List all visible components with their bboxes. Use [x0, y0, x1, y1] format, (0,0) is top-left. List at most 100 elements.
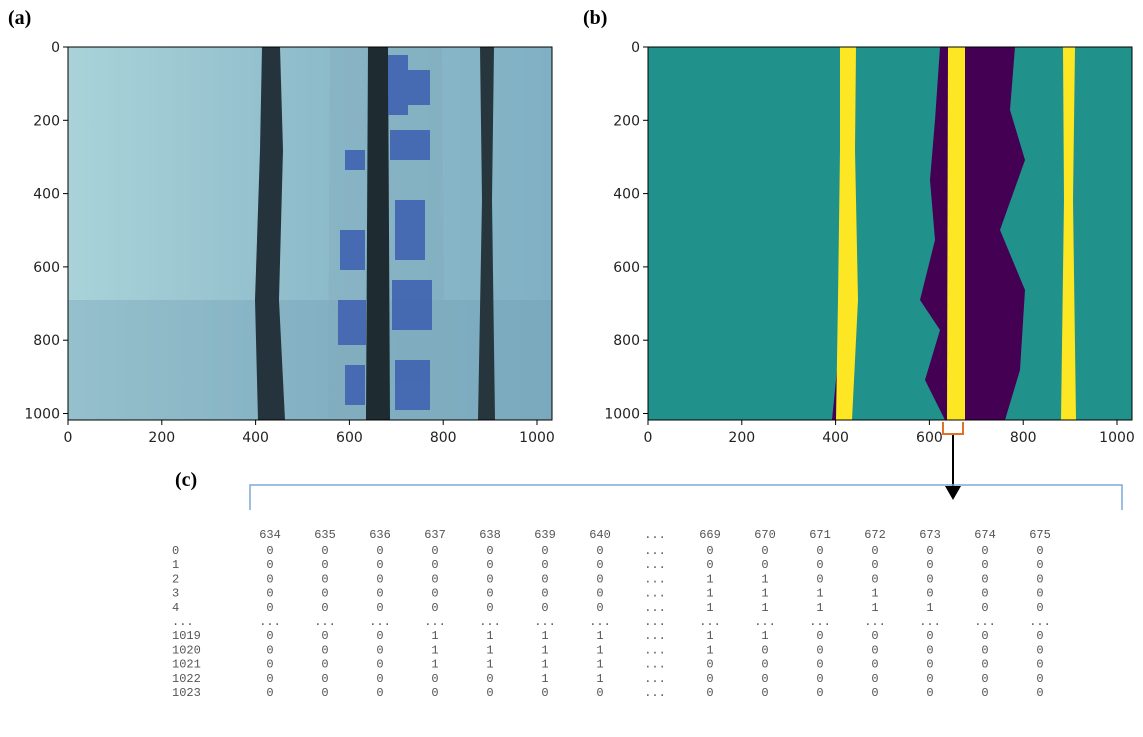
cell: 0 [871, 558, 878, 572]
cell: 0 [376, 587, 383, 601]
cell: 0 [871, 686, 878, 700]
cell: 0 [926, 643, 933, 657]
cell: 0 [761, 686, 768, 700]
y-tick-label: 0 [51, 40, 60, 56]
cell: 0 [926, 544, 933, 558]
cell: ... [754, 615, 776, 629]
cell: 0 [926, 686, 933, 700]
cell: 1 [706, 572, 713, 586]
cell: 0 [761, 558, 768, 572]
cell: 0 [1036, 629, 1043, 643]
cell: 1 [541, 643, 548, 657]
cell: ... [644, 686, 666, 700]
cell: 0 [1036, 544, 1043, 558]
column-header: 636 [369, 528, 391, 542]
cell: 0 [266, 686, 273, 700]
cell: 0 [431, 686, 438, 700]
column-header: 634 [259, 528, 281, 542]
cell: 0 [376, 601, 383, 615]
cell: 1 [431, 658, 438, 672]
cell: ... [974, 615, 996, 629]
cell: ... [644, 572, 666, 586]
cell: 0 [706, 544, 713, 558]
column-header: 675 [1029, 528, 1051, 542]
cell: 0 [926, 558, 933, 572]
column-header: 638 [479, 528, 501, 542]
x-tick-label: 400 [822, 430, 849, 446]
column-header: 672 [864, 528, 886, 542]
column-header: ... [644, 528, 666, 542]
cell: 1 [541, 672, 548, 686]
cell: 0 [1036, 558, 1043, 572]
cell: 0 [926, 572, 933, 586]
y-tick-label: 800 [33, 333, 60, 349]
cell: ... [644, 643, 666, 657]
cell: 1 [706, 587, 713, 601]
panel-label: (b) [583, 7, 607, 29]
cell: 0 [321, 587, 328, 601]
cell: 0 [706, 658, 713, 672]
panel-label: (c) [175, 469, 197, 491]
cell: 0 [431, 558, 438, 572]
cell: ... [644, 672, 666, 686]
cell: 1 [596, 658, 603, 672]
cell: 0 [981, 629, 988, 643]
cell: 1 [761, 629, 768, 643]
cell: 0 [541, 686, 548, 700]
cell: 1 [486, 643, 493, 657]
cell: 0 [431, 601, 438, 615]
cell: 0 [376, 643, 383, 657]
cell: 0 [1036, 601, 1043, 615]
cell: ... [644, 558, 666, 572]
cell: 0 [1036, 587, 1043, 601]
cell: 0 [981, 672, 988, 686]
cell: 0 [266, 629, 273, 643]
cell: 1 [706, 629, 713, 643]
column-header: 635 [314, 528, 336, 542]
cell: ... [644, 629, 666, 643]
cell: 0 [981, 544, 988, 558]
cell: 0 [816, 686, 823, 700]
x-tick-label: 800 [430, 430, 457, 446]
cell: 0 [486, 686, 493, 700]
x-tick-label: 400 [242, 430, 269, 446]
cell: ... [809, 615, 831, 629]
cell: 0 [321, 672, 328, 686]
column-header: 674 [974, 528, 996, 542]
cell: 0 [1036, 572, 1043, 586]
cell: 0 [266, 572, 273, 586]
x-tick-label: 1000 [519, 430, 555, 446]
cell: 1 [761, 587, 768, 601]
cell: 1 [431, 643, 438, 657]
cell: 0 [431, 572, 438, 586]
cell: 0 [926, 587, 933, 601]
cell: 1 [541, 658, 548, 672]
cell: 1 [596, 672, 603, 686]
column-header: 639 [534, 528, 556, 542]
cell: ... [644, 601, 666, 615]
row-index: 1019 [172, 629, 201, 643]
y-tick-label: 200 [613, 113, 640, 129]
cell: ... [534, 615, 556, 629]
cell: 0 [266, 601, 273, 615]
cell: 0 [431, 587, 438, 601]
cell: 0 [816, 558, 823, 572]
cell: 0 [981, 572, 988, 586]
x-tick-label: 600 [336, 430, 363, 446]
row-index: 1 [172, 558, 179, 572]
cell: 0 [871, 672, 878, 686]
y-tick-label: 600 [613, 260, 640, 276]
cell: 0 [1036, 643, 1043, 657]
cell: 0 [1036, 672, 1043, 686]
cell: 0 [981, 601, 988, 615]
cell: 0 [816, 544, 823, 558]
cell: 1 [871, 587, 878, 601]
cell: 0 [486, 672, 493, 686]
cell: 0 [926, 629, 933, 643]
cell: 0 [321, 558, 328, 572]
y-tick-label: 600 [33, 260, 60, 276]
cell: 0 [1036, 658, 1043, 672]
x-tick-label: 600 [916, 430, 943, 446]
cell: 0 [761, 672, 768, 686]
y-tick-label: 200 [33, 113, 60, 129]
